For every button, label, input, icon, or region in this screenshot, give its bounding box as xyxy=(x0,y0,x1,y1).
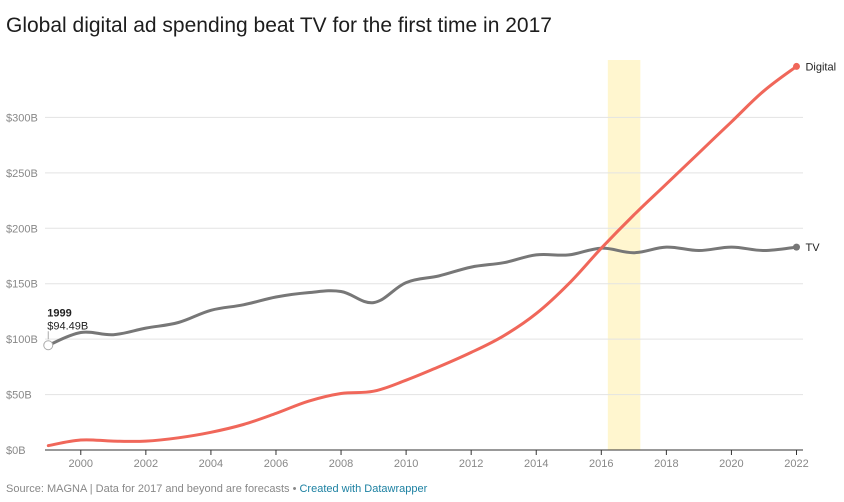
annotation-marker xyxy=(43,340,54,351)
annotation-value: $94.49B xyxy=(47,320,88,332)
x-tick-label: 2000 xyxy=(69,458,93,470)
datawrapper-credit-link[interactable]: Created with Datawrapper xyxy=(299,483,428,495)
x-tick-label: 2010 xyxy=(394,458,418,470)
x-tick-label: 2020 xyxy=(719,458,743,470)
annotation-year: 1999 xyxy=(47,307,71,319)
series-line-digital xyxy=(46,64,798,448)
x-tick-label: 2004 xyxy=(199,458,223,470)
series-line-tv xyxy=(46,245,798,347)
series-endpoint-digital xyxy=(792,62,800,70)
chart-footer: Source: MAGNA | Data for 2017 and beyond… xyxy=(6,483,427,495)
x-tick-label: 2022 xyxy=(784,458,808,470)
y-tick-label: $50B xyxy=(6,390,32,402)
source-note: Source: MAGNA | Data for 2017 and beyond… xyxy=(6,483,290,495)
chart-title: Global digital ad spending beat TV for t… xyxy=(6,14,552,37)
y-tick-label: $150B xyxy=(6,279,38,291)
x-tick-label: 2002 xyxy=(134,458,158,470)
x-tick-label: 2016 xyxy=(589,458,613,470)
series-endpoint-tv xyxy=(792,243,800,251)
series-label-digital: Digital xyxy=(805,61,836,73)
x-tick-label: 2012 xyxy=(459,458,483,470)
x-tick-label: 2018 xyxy=(654,458,678,470)
x-tick-label: 2014 xyxy=(524,458,548,470)
y-tick-label: $200B xyxy=(6,223,38,235)
series-layer xyxy=(46,62,800,448)
footer-separator: • xyxy=(289,483,300,495)
y-tick-label: $300B xyxy=(6,112,38,124)
x-tick-label: 2006 xyxy=(264,458,288,470)
highlight-layer xyxy=(607,60,641,450)
label-layer: TV Digital 1999$94.49B xyxy=(43,61,836,351)
x-tick-label: 2008 xyxy=(329,458,353,470)
y-tick-label: $100B xyxy=(6,334,38,346)
grid-layer: $0B $50B $100B $150B $200B $250B $300B 2000 2002… xyxy=(6,112,809,470)
highlight-band xyxy=(607,60,641,450)
series-label-tv: TV xyxy=(805,242,820,254)
y-tick-label: $250B xyxy=(6,168,38,180)
y-tick-label: $0B xyxy=(6,445,26,457)
